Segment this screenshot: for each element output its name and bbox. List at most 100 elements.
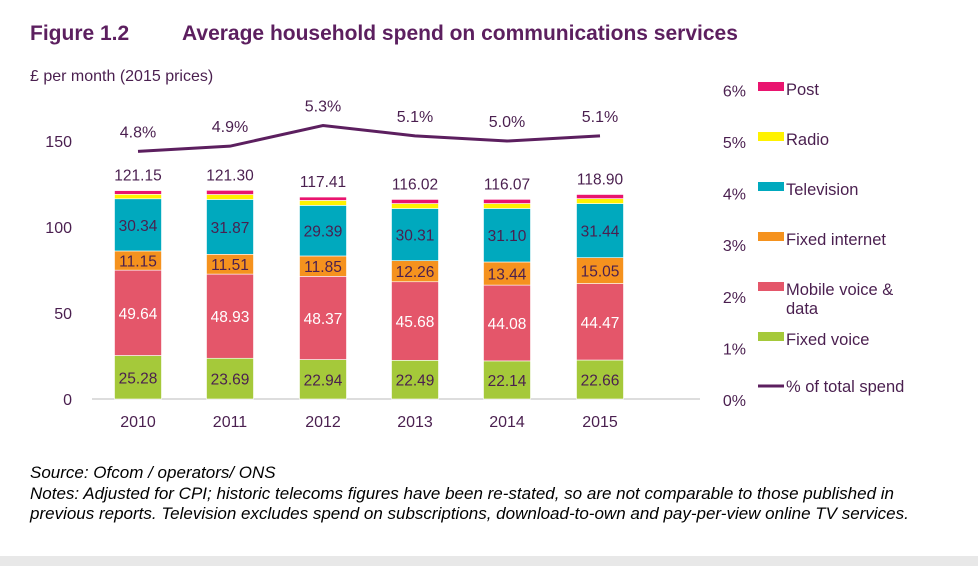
bar-segment xyxy=(114,190,162,195)
bar-segment xyxy=(206,357,254,400)
legend-swatch xyxy=(758,82,784,91)
chart: Figure 1.2 Average household spend on co… xyxy=(30,22,904,431)
total-label: 121.15 xyxy=(114,168,161,185)
bar-segment xyxy=(483,199,531,204)
bar-segment xyxy=(299,196,347,201)
data-label: 48.37 xyxy=(304,311,343,328)
y-tick-label: 100 xyxy=(45,220,72,237)
y-axis-label: £ per month (2015 prices) xyxy=(30,68,213,85)
bar-segment xyxy=(391,199,439,204)
data-label: 22.66 xyxy=(581,373,620,390)
data-label: 22.94 xyxy=(304,372,343,389)
line-label: 5.3% xyxy=(305,99,341,116)
source-text: Source: Ofcom / operators/ ONS xyxy=(30,463,276,482)
total-label: 117.41 xyxy=(300,174,346,191)
figure-title: Average household spend on communication… xyxy=(182,22,738,45)
data-label: 45.68 xyxy=(396,314,435,331)
legend-label: Television xyxy=(786,181,858,199)
y-tick-label: 150 xyxy=(45,134,72,151)
data-label: 25.28 xyxy=(119,370,158,387)
data-label: 48.93 xyxy=(211,309,250,326)
y2-tick-label: 5% xyxy=(723,135,746,152)
y2-tick-label: 1% xyxy=(723,341,746,358)
bar-segment xyxy=(483,284,531,362)
data-label: 49.64 xyxy=(119,306,158,323)
data-label: 23.69 xyxy=(211,372,250,389)
bar-segment xyxy=(576,198,624,204)
bar-segment xyxy=(391,203,439,209)
bar-segment xyxy=(299,276,347,360)
figure-number: Figure 1.2 xyxy=(30,22,129,45)
bar-segment xyxy=(114,198,162,252)
legend-label: data xyxy=(786,300,819,318)
data-label: 11.51 xyxy=(211,257,249,274)
y2-tick-label: 4% xyxy=(723,187,746,204)
y2-tick-label: 6% xyxy=(723,83,746,100)
bar-segment xyxy=(483,208,531,263)
line-label: 5.1% xyxy=(582,109,618,126)
bar-segment xyxy=(299,200,347,206)
bar-segment xyxy=(206,273,254,359)
line-label: 4.8% xyxy=(120,124,156,141)
data-label: 31.44 xyxy=(581,224,620,241)
bar-segment xyxy=(576,194,624,199)
bar-segment xyxy=(391,208,439,261)
bar-segment xyxy=(206,194,254,200)
bar-segment xyxy=(576,283,624,361)
bar-segment xyxy=(206,199,254,255)
bar-segment xyxy=(114,194,162,200)
x-tick-label: 2012 xyxy=(305,414,341,431)
legend-swatch xyxy=(758,232,784,241)
data-label: 22.14 xyxy=(488,373,527,390)
legend-swatch xyxy=(758,332,784,341)
x-tick-label: 2010 xyxy=(120,414,156,431)
data-label: 29.39 xyxy=(304,224,343,241)
legend-label: Radio xyxy=(786,131,829,149)
bar-segment xyxy=(299,205,347,257)
line-label: 5.1% xyxy=(397,109,433,126)
legend-swatch xyxy=(758,132,784,141)
bar-segment xyxy=(483,360,531,400)
y2-tick-label: 2% xyxy=(723,290,746,307)
data-label: 44.47 xyxy=(581,315,620,332)
notes-block: Source: Ofcom / operators/ ONS Notes: Ad… xyxy=(30,463,960,525)
bar-segment xyxy=(299,359,347,400)
bar-segment xyxy=(576,203,624,258)
x-tick-label: 2013 xyxy=(397,414,433,431)
data-label: 31.87 xyxy=(211,220,250,237)
data-label: 13.44 xyxy=(488,267,527,284)
data-label: 22.49 xyxy=(396,373,435,390)
line-label: 4.9% xyxy=(212,119,248,136)
data-label: 11.15 xyxy=(119,254,157,271)
total-label: 116.02 xyxy=(392,176,438,193)
legend-label: Fixed internet xyxy=(786,231,886,249)
data-label: 15.05 xyxy=(581,264,620,281)
data-label: 31.10 xyxy=(488,228,527,245)
legend-label: Post xyxy=(786,81,819,99)
legend-label: Mobile voice & xyxy=(786,281,893,299)
data-label: 30.34 xyxy=(119,218,158,235)
percent-line xyxy=(137,124,601,153)
total-label: 118.90 xyxy=(577,171,624,188)
y-tick-label: 50 xyxy=(54,306,72,323)
data-label: 30.31 xyxy=(396,228,435,245)
y-tick-label: 0 xyxy=(63,392,72,409)
x-tick-label: 2011 xyxy=(213,414,248,431)
legend-label: Fixed voice xyxy=(786,331,869,349)
data-label: 11.85 xyxy=(304,259,342,276)
notes-text: Notes: Adjusted for CPI; historic teleco… xyxy=(30,483,909,524)
total-label: 116.07 xyxy=(484,176,530,193)
bar-segment xyxy=(114,269,162,356)
bar-segment xyxy=(114,355,162,400)
bar-segment xyxy=(576,359,624,400)
bar-segment xyxy=(391,281,439,361)
x-tick-label: 2014 xyxy=(489,414,525,431)
bottom-strip xyxy=(0,556,978,566)
bar-segment xyxy=(483,203,531,209)
total-label: 121.30 xyxy=(206,167,254,184)
bar-segment xyxy=(391,360,439,400)
x-tick-label: 2015 xyxy=(582,414,618,431)
line-label: 5.0% xyxy=(489,114,525,131)
y2-tick-label: 3% xyxy=(723,238,746,255)
